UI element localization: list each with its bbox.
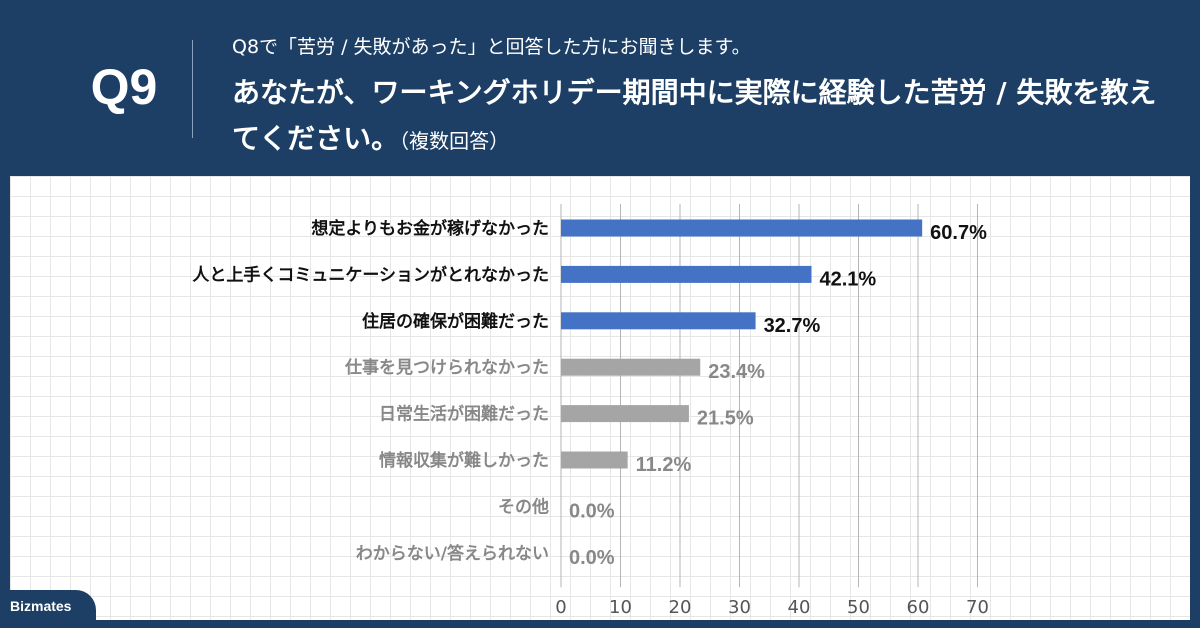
category-label: 住居の確保が困難だった <box>362 311 549 332</box>
bar <box>561 451 628 469</box>
x-tick-label: 20 <box>669 597 692 618</box>
x-tick-label: 10 <box>609 597 632 618</box>
category-label: 人と上手くコミュニケーションがとれなかった <box>192 264 549 285</box>
category-label: 仕事を見つけられなかった <box>344 357 549 378</box>
value-label: 11.2% <box>636 454 692 476</box>
value-label: 23.4% <box>708 361 765 383</box>
main-question-text: あなたが、ワーキングホリデー期間中に実際に経験した苦労 / 失敗を教えてください… <box>232 76 1157 155</box>
sub-question: Q8で「苦労 / 失敗があった」と回答した方にお聞きします。 <box>232 36 751 58</box>
value-label: 32.7% <box>764 315 821 337</box>
x-tick-label: 30 <box>728 597 751 618</box>
value-label: 42.1% <box>819 268 876 290</box>
x-tick-label: 0 <box>555 597 566 618</box>
x-tick-label: 40 <box>788 597 811 618</box>
main-question: あなたが、ワーキングホリデー期間中に実際に経験した苦労 / 失敗を教えてください… <box>232 70 1182 164</box>
logo-text: Bizmates <box>10 598 72 614</box>
category-label: 日常生活が困難だった <box>379 404 549 425</box>
category-label: わからない/答えられない <box>356 543 549 564</box>
x-tick-label: 60 <box>907 597 930 618</box>
bar-chart: 0 10 20 30 40 50 60 70 想定よりもお金が稼げなかった 60.7% 人と上手くコ… <box>192 204 989 618</box>
value-label: 21.5% <box>697 408 754 430</box>
question-note: （複数回答） <box>399 129 510 153</box>
bar <box>561 219 923 237</box>
x-tick-label: 50 <box>847 597 870 618</box>
header-divider <box>192 40 193 138</box>
chart-panel: 0 10 20 30 40 50 60 70 想定よりもお金が稼げなかった 60.7% 人と上手くコ… <box>10 176 1190 620</box>
value-label: 60.7% <box>930 222 987 244</box>
category-label: 想定よりもお金が稼げなかった <box>311 218 549 239</box>
value-label: 0.0% <box>569 547 615 569</box>
brand-logo: Bizmates <box>0 590 96 628</box>
category-label: その他 <box>498 496 549 517</box>
bar <box>561 312 756 330</box>
bar <box>561 358 701 376</box>
value-label: 0.0% <box>569 500 615 522</box>
bar <box>561 265 812 283</box>
x-tick-label: 70 <box>966 597 989 618</box>
question-number: Q9 <box>90 59 158 115</box>
category-label: 情報収集が難しかった <box>379 450 549 471</box>
bar <box>561 405 689 423</box>
header: Q9 Q8で「苦労 / 失敗があった」と回答した方にお聞きします。 あなたが、ワ… <box>0 0 1200 176</box>
